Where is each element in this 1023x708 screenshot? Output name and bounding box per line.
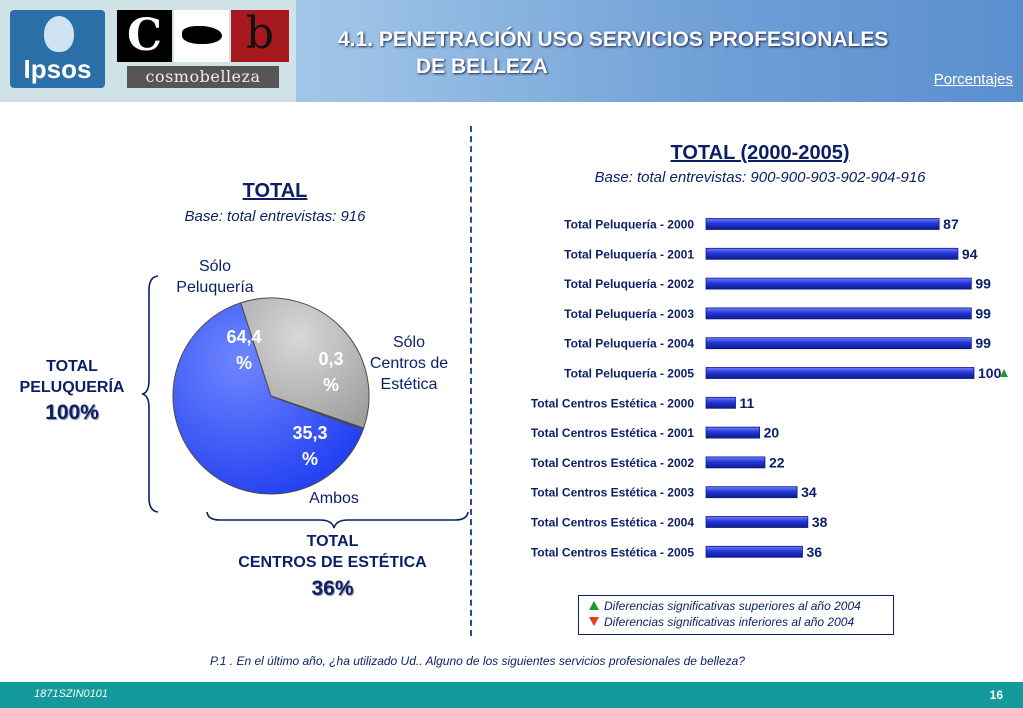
total-peluqueria-value: 100% [45,401,99,424]
page-title-line1: 4.1. PENETRACIÓN USO SERVICIOS PROFESION… [338,28,889,51]
bracket-peluqueria [141,275,159,513]
total-centros-value: 36% [311,577,354,600]
bar [705,545,803,558]
bar-value-label: 22 [769,454,785,470]
units-link[interactable]: Porcentajes [933,71,1013,88]
bar [705,247,959,260]
triangle-down-icon [589,617,599,626]
page-title-line2: DE BELLEZA [416,55,548,78]
bar [705,218,940,230]
bar-category-label: Total Peluquería - 2002 [564,277,694,291]
bar-category-label: Total Peluquería - 2003 [564,307,694,321]
footer-code: 1871SZIN0101 [34,688,108,700]
significance-legend: Diferencias significativas superiores al… [578,595,894,635]
ipsos-logo: Ipsos [10,10,105,88]
bar-category-label: Total Centros Estética - 2005 [531,545,694,559]
legend-down-text: Diferencias significativas inferiores al… [604,615,855,629]
right-chart-subtitle: Base: total entrevistas: 900-900-903-902… [594,169,926,186]
bar-value-label: 38 [812,514,828,530]
pie-slice-solo-centros [270,395,365,431]
bar-value-label: 87 [943,216,959,232]
bar-value-label: 11 [739,395,754,411]
bar-value-label: 94 [962,246,978,262]
bar-value-label: 99 [975,305,991,321]
bar-value-label: 99 [975,335,991,351]
legend-up-row: Diferencias significativas superiores al… [589,598,883,614]
bar [705,396,736,409]
bar-value-label: 100 [978,365,1002,381]
header-banner: Ipsos C b cosmobelleza 4.1. PENETRACIÓN … [0,0,1023,102]
label-ambos: Ambos [309,490,359,507]
legend-down-row: Diferencias significativas inferiores al… [589,614,883,630]
left-chart-subtitle: Base: total entrevistas: 916 [184,208,366,225]
cosmobelleza-wordmark: cosmobelleza [127,66,279,88]
total-peluqueria-label: TOTAL PELUQUERÍA [19,358,125,396]
logo-brush-icon [174,10,229,62]
bar-category-label: Total Peluquería - 2005 [564,367,694,381]
panel-divider [470,126,472,636]
pie-label-solo-centros: 0,3 % [318,349,344,395]
bar [705,337,972,350]
label-solo-centros: Sólo Centros de Estética [369,334,449,393]
bar [705,307,972,320]
footer-bar: 1871SZIN0101 16 [0,682,1023,708]
bar-category-label: Total Peluquería - 2001 [564,247,694,261]
bar-value-label: 20 [764,425,780,441]
pie-slice-solo-peluqueria [172,302,364,495]
page-title: 4.1. PENETRACIÓN USO SERVICIOS PROFESION… [338,26,888,80]
pie-slice-ambos [240,297,370,429]
bar [705,426,760,439]
bar-category-label: Total Centros Estética - 2000 [531,396,694,410]
bar [705,277,972,290]
label-solo-peluqueria: Sólo Peluquería [176,258,254,296]
bar-category-label: Total Centros Estética - 2003 [531,486,694,500]
right-chart-title: TOTAL (2000-2005) [670,142,850,164]
bar-value-label: 34 [801,484,817,500]
logo-area: Ipsos C b cosmobelleza [0,0,296,102]
significant-up-icon [1000,369,1008,377]
pie-label-solo-peluqueria: 64,4 % [226,327,262,373]
logo-letter-b: b [231,10,289,62]
survey-question: P.1 . En el último año, ¿ha utilizado Ud… [210,654,745,668]
cosmobelleza-logo: C b [117,10,289,62]
bar-category-label: Total Centros Estética - 2001 [531,426,694,440]
total-centros-label: TOTAL CENTROS DE ESTÉTICA [238,533,427,571]
bar [705,456,766,469]
bar-category-label: Total Centros Estética - 2002 [531,456,694,470]
legend-up-text: Diferencias significativas superiores al… [604,599,861,613]
bar-category-label: Total Peluquería - 2004 [564,337,694,351]
bar [705,367,975,379]
bar-value-label: 99 [975,276,991,292]
ipsos-head-icon [44,16,74,52]
pie-label-ambos: 35,3 % [292,423,328,469]
bracket-centros [206,511,469,529]
bar-category-label: Total Peluquería - 2000 [564,218,694,232]
page-number: 16 [989,688,1003,702]
logo-letter-c: C [117,10,172,62]
bar [705,516,809,528]
triangle-up-icon [589,601,599,610]
bar-category-label: Total Centros Estética - 2004 [531,516,694,530]
bar [705,486,798,499]
left-chart-title: TOTAL [242,180,308,202]
ipsos-logo-text: Ipsos [23,54,92,84]
bar-value-label: 36 [806,544,822,560]
